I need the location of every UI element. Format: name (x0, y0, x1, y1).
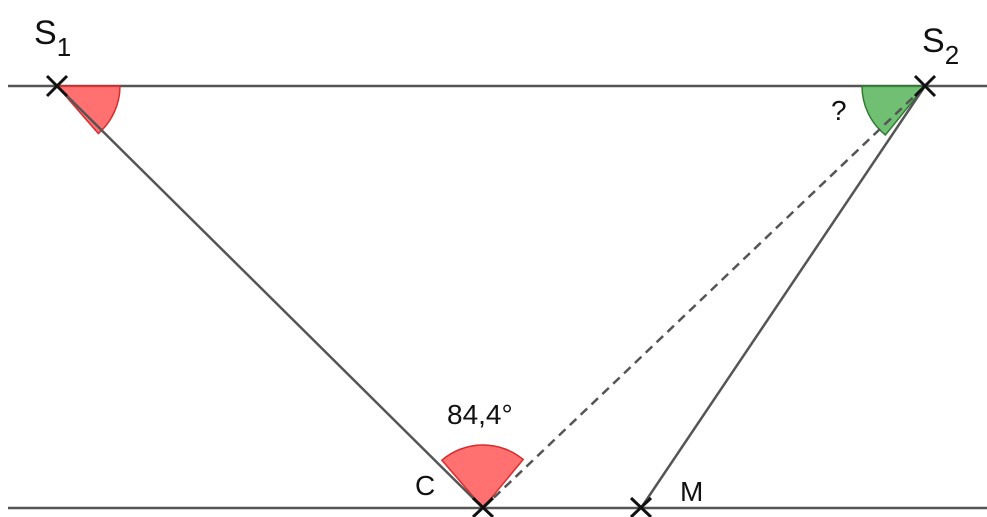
label-m: M (680, 476, 703, 507)
point-m-marker (629, 496, 653, 517)
label-c: C (415, 470, 435, 501)
label-s2: S2 (922, 22, 959, 70)
angle-c-sector (440, 444, 525, 510)
segment-s2-m (639, 85, 927, 509)
segment-c-s2-dashed (482, 85, 926, 509)
angle-s2-label: ? (831, 95, 847, 126)
angle-s1-sector (55, 85, 121, 135)
point-s2-marker (913, 74, 937, 98)
angle-s2-sector (861, 85, 927, 137)
point-c-marker (471, 496, 495, 517)
angle-c-label: 84,4° (447, 399, 513, 430)
segment-s1-c (56, 85, 484, 509)
point-s1-marker (45, 74, 69, 98)
label-s1: S1 (34, 14, 71, 62)
